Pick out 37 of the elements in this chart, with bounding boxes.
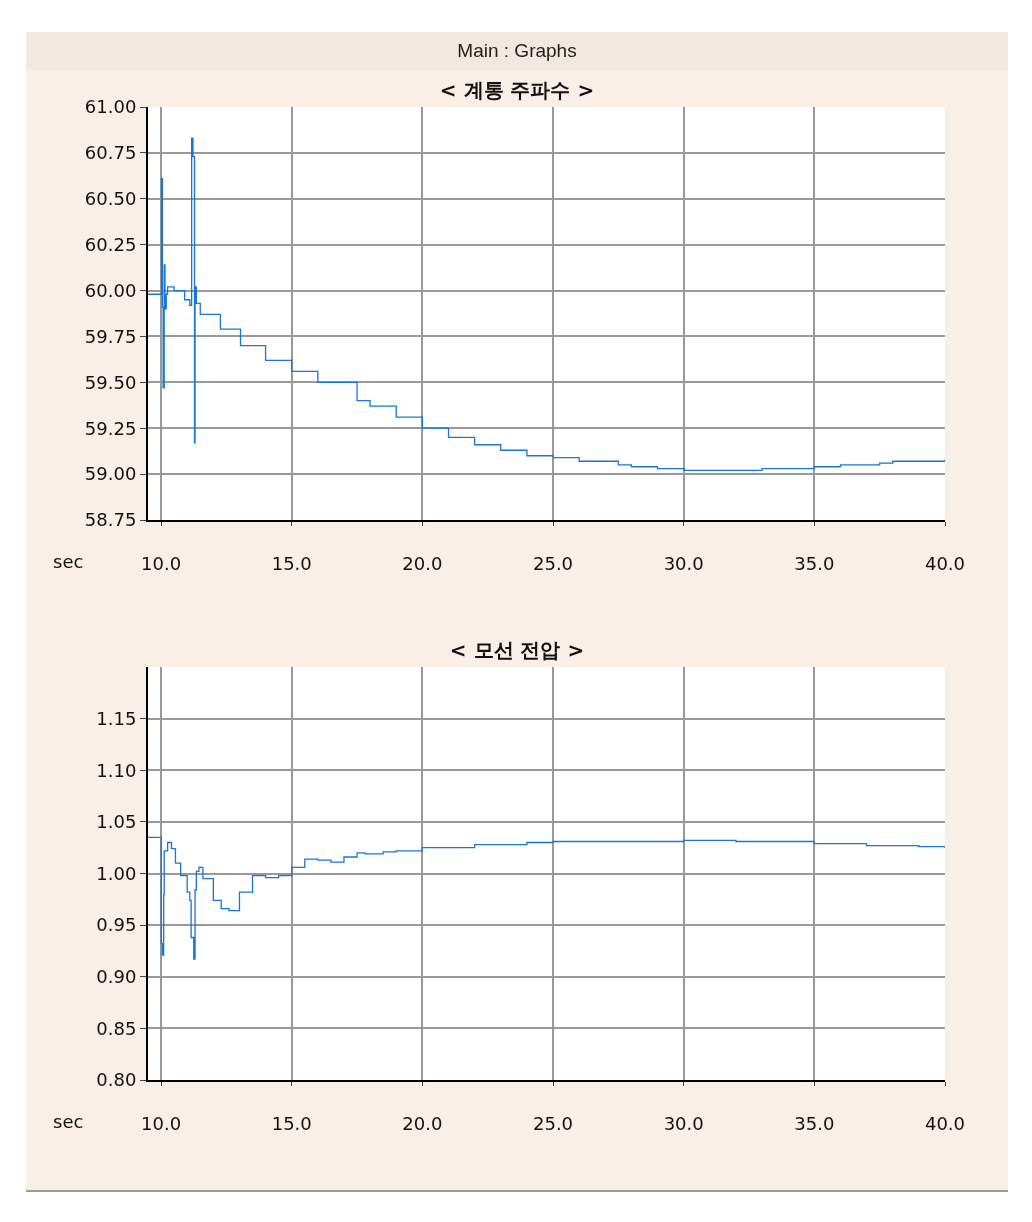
y-tick-label: 0.90	[96, 966, 137, 988]
y-tick-label: 1.00	[96, 862, 137, 884]
y-tick-label: 0.95	[96, 914, 137, 936]
x-tick-label: 40.0	[924, 1112, 966, 1134]
chart-title: < 모선 전압 >	[449, 638, 585, 662]
x-tick-label: 35.0	[794, 552, 835, 574]
x-tick-label: 25.0	[532, 1112, 574, 1134]
x-tick-label: 20.0	[402, 1112, 443, 1134]
x-tick-label: 10.0	[141, 1112, 182, 1134]
y-tick-label: 0.80	[96, 1069, 137, 1091]
x-tick-label: 20.0	[402, 552, 443, 574]
x-tick-label: 35.0	[794, 1112, 835, 1134]
y-tick-label: 1.05	[96, 811, 137, 833]
x-axis-title: sec	[53, 1111, 84, 1132]
x-tick-label: 15.0	[271, 552, 312, 574]
y-tick-label: 59.25	[84, 417, 137, 439]
text: Main : Graphs	[26, 32, 1008, 70]
y-tick-label: 58.75	[84, 509, 137, 531]
y-tick-label: 60.25	[84, 233, 137, 255]
y-tick-label: 60.00	[84, 279, 137, 301]
y-tick-label: 0.85	[96, 1017, 137, 1039]
x-tick-label: 10.0	[141, 552, 182, 574]
x-tick-label: 25.0	[532, 552, 574, 574]
x-axis-title: sec	[53, 551, 84, 572]
x-tick-label: 40.0	[924, 552, 966, 574]
x-tick-label: 30.0	[663, 1112, 704, 1134]
y-tick-label: 1.15	[96, 707, 137, 729]
x-tick-label: 30.0	[663, 552, 704, 574]
y-tick-label: 59.50	[84, 371, 137, 393]
chart-title: < 계통 주파수 >	[439, 78, 595, 102]
y-tick-label: 1.10	[96, 759, 137, 781]
y-tick-label: 61.00	[84, 96, 137, 118]
y-tick-label: 59.75	[84, 325, 137, 347]
y-tick-label: 60.75	[84, 142, 137, 164]
x-tick-label: 15.0	[271, 1112, 312, 1134]
y-tick-label: 59.00	[84, 463, 137, 485]
y-tick-label: 60.50	[84, 188, 137, 210]
